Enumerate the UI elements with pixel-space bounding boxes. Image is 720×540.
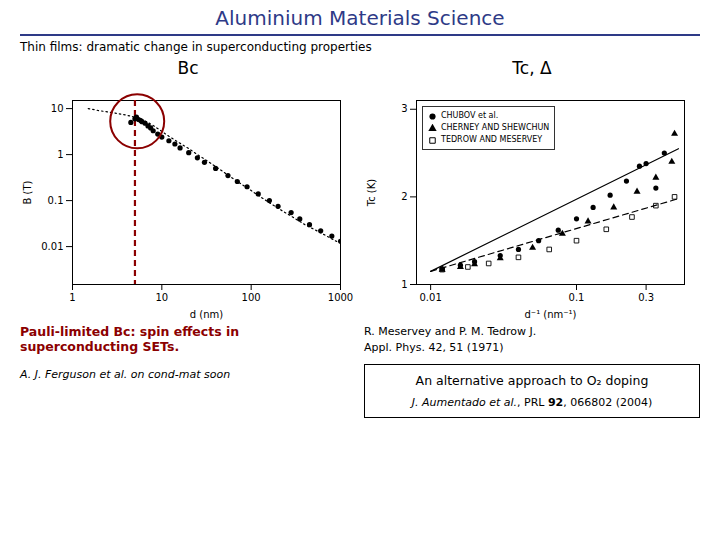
svg-text:0.01: 0.01 bbox=[41, 241, 63, 252]
svg-text:1: 1 bbox=[401, 279, 407, 290]
svg-text:0.1: 0.1 bbox=[48, 195, 64, 206]
svg-text:3: 3 bbox=[401, 103, 407, 114]
svg-text:100: 100 bbox=[242, 292, 261, 303]
svg-text:Tc (K): Tc (K) bbox=[366, 179, 377, 208]
html-text:An alternative approach to O₂: An alternative approach to O₂ doping bbox=[415, 373, 649, 388]
svg-text:1: 1 bbox=[57, 149, 63, 160]
svg-text:0.01: 0.01 bbox=[420, 292, 442, 303]
svg-text:0.3: 0.3 bbox=[638, 292, 654, 303]
svg-text:B (T): B (T) bbox=[22, 180, 33, 204]
html-text:TEDROW AND MESERVEY: TEDROW AND MESERVEY bbox=[441, 135, 543, 144]
html-text:Appl. Phys. 42, 51 (1971): Appl. Phys. 42, 51 (1971) bbox=[364, 341, 504, 354]
html-text:CHERNEY AND SHEWCHUN: CHERNEY AND SHEWCHUN bbox=[441, 123, 550, 132]
svg-text:10: 10 bbox=[51, 103, 64, 114]
html-text:Bc: Bc bbox=[177, 58, 199, 78]
html-text:CHUBOV et al.: CHUBOV et al. bbox=[441, 111, 499, 120]
svg-text:1: 1 bbox=[69, 292, 75, 303]
svg-text:d (nm): d (nm) bbox=[190, 309, 224, 320]
html-text:Aluminium Materials Science: Aluminium Materials Science bbox=[215, 6, 505, 30]
svg-text:0.1: 0.1 bbox=[569, 292, 585, 303]
svg-text:2: 2 bbox=[401, 191, 407, 202]
svg-text:d⁻¹ (nm⁻¹): d⁻¹ (nm⁻¹) bbox=[525, 309, 577, 320]
svg-text:10: 10 bbox=[155, 292, 168, 303]
svg-text:1000: 1000 bbox=[328, 292, 353, 303]
html-text:R. Meservey and P. M. Tedrow J: R. Meservey and P. M. Tedrow J. bbox=[364, 325, 537, 338]
html-text:J. Aumentado et al., PRL 92, 0: J. Aumentado et al., PRL 92, 066802 (200… bbox=[411, 396, 653, 409]
html-text:A. J. Ferguson et al. on cond-: A. J. Ferguson et al. on cond-mat soon bbox=[20, 368, 231, 381]
html-text:Thin films: dramatic change in: Thin films: dramatic change in supercond… bbox=[20, 40, 372, 54]
html-text:Pauli-limited Bc: spin effects: Pauli-limited Bc: spin effects in superc… bbox=[20, 324, 240, 354]
html-text:Tc, Δ: Tc, Δ bbox=[512, 58, 552, 78]
